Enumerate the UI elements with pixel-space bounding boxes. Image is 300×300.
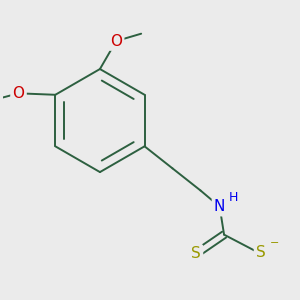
Text: O: O (13, 86, 25, 101)
Text: S: S (191, 246, 201, 261)
Text: N: N (214, 199, 225, 214)
Text: S: S (256, 245, 266, 260)
Text: O: O (110, 34, 122, 49)
Text: −: − (270, 238, 280, 248)
Text: H: H (229, 191, 239, 204)
